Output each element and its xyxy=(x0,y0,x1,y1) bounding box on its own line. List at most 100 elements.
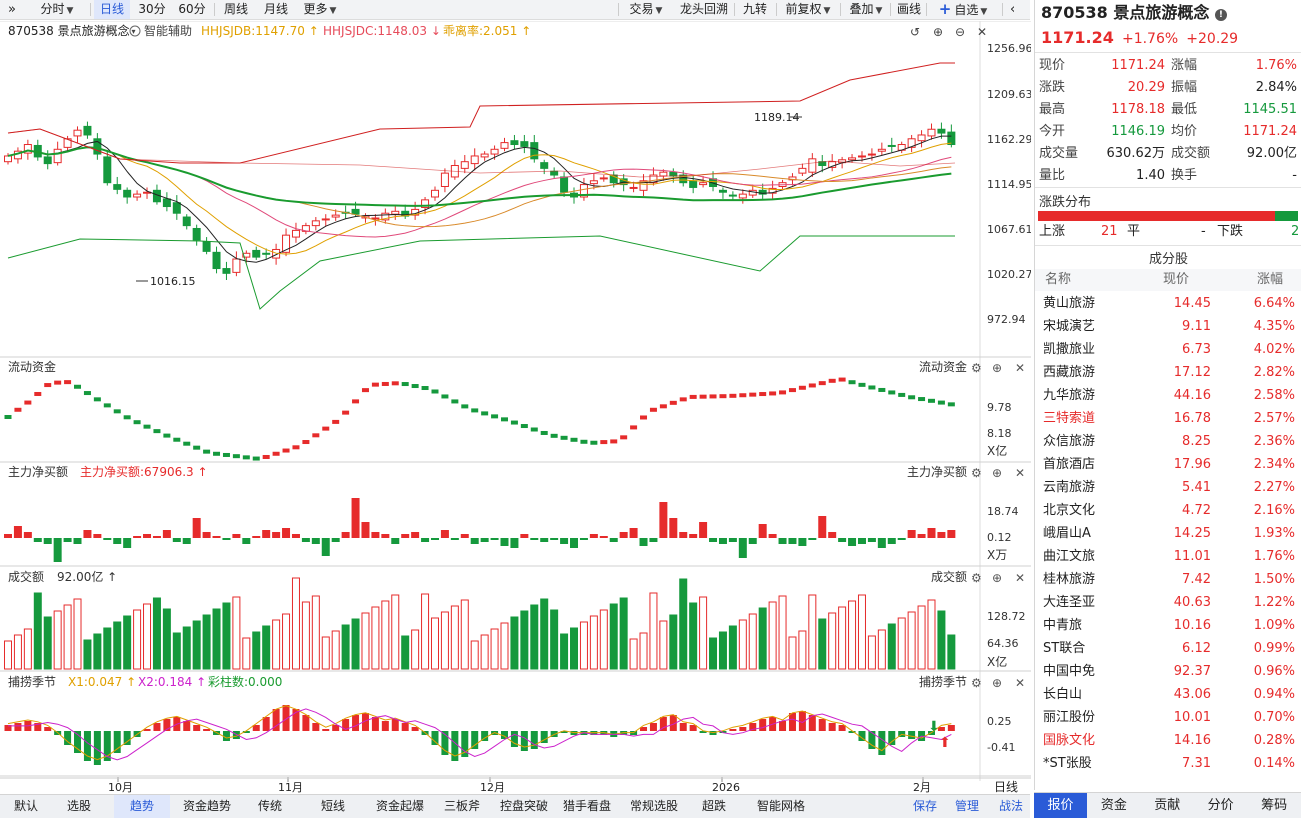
close-icon[interactable]: ✕ xyxy=(977,25,987,39)
strategy-tab[interactable]: 三板斧 xyxy=(443,799,480,813)
flow-bar xyxy=(927,398,935,403)
strategy-tab[interactable]: 默认 xyxy=(13,799,38,813)
strategy-tab[interactable]: 短线 xyxy=(320,799,345,813)
toolbar-item[interactable]: 日线 xyxy=(94,0,130,19)
list-item[interactable]: 西藏旅游 17.12 2.82% xyxy=(1035,361,1301,384)
strategy-tab[interactable]: 猎手看盘 xyxy=(562,799,611,813)
toolbar-item[interactable]: 分时 ▼ xyxy=(28,0,86,19)
zoom-in-icon[interactable]: ⊕ xyxy=(992,571,1002,585)
candle-body xyxy=(123,189,132,198)
toolbar-item[interactable]: 前复权 ▼ xyxy=(780,0,836,19)
list-item[interactable]: 云南旅游 5.41 2.27% xyxy=(1035,476,1301,499)
close-icon[interactable]: ✕ xyxy=(1015,571,1025,585)
bottom-action[interactable]: 管理 xyxy=(954,799,979,813)
toolbar-item[interactable]: 60分 xyxy=(174,0,210,19)
strategy-tab[interactable]: 传统 xyxy=(257,799,282,813)
candle-body xyxy=(93,138,102,155)
close-icon[interactable]: ✕ xyxy=(1015,361,1025,375)
list-item[interactable]: 曲江文旅 11.01 1.76% xyxy=(1035,545,1301,568)
toolbar-item[interactable]: 月线 xyxy=(258,0,294,19)
strategy-tab[interactable]: 智能网格 xyxy=(756,799,805,813)
right-tab[interactable]: 资金 xyxy=(1100,798,1127,813)
strategy-tab[interactable]: 资金趋势 xyxy=(182,799,231,813)
quote-label: 换手 xyxy=(1171,168,1198,183)
toolbar-item[interactable]: 画线 xyxy=(894,0,924,19)
col-price[interactable]: 现价 xyxy=(1163,272,1190,287)
candle-body xyxy=(172,202,181,214)
bottom-action[interactable]: 保存 xyxy=(912,799,937,813)
candle-body xyxy=(291,229,300,238)
toolbar-item[interactable]: 龙头回溯 xyxy=(676,0,732,19)
list-item[interactable]: 桂林旅游 7.42 1.50% xyxy=(1035,568,1301,591)
list-item[interactable]: 三特索道 16.78 2.57% xyxy=(1035,407,1301,430)
strategy-tab[interactable]: 趋势 xyxy=(114,795,170,818)
candle-body xyxy=(649,174,658,184)
zoom-out-icon[interactable]: ⊖ xyxy=(955,25,965,39)
zoom-in-icon[interactable]: ⊕ xyxy=(992,466,1002,480)
list-item[interactable]: 大连圣亚 40.63 1.22% xyxy=(1035,591,1301,614)
right-tab[interactable]: 分价 xyxy=(1207,798,1234,813)
season-x2-line xyxy=(8,708,952,761)
list-item[interactable]: 中青旅 10.16 1.09% xyxy=(1035,614,1301,637)
zoom-in-icon[interactable]: ⊕ xyxy=(992,676,1002,690)
toolbar-item[interactable]: 周线 xyxy=(218,0,254,19)
gear-icon[interactable]: ⚙ xyxy=(971,571,982,585)
right-tab[interactable]: 贡献 xyxy=(1154,798,1181,813)
main-force-bar xyxy=(530,538,539,540)
toolbar-item[interactable]: 更多 ▼ xyxy=(298,0,342,19)
list-item[interactable]: 凯撒旅业 6.73 4.02% xyxy=(1035,338,1301,361)
season-bar xyxy=(481,731,489,741)
season-bar xyxy=(203,729,211,731)
list-item[interactable]: 宋城演艺 9.11 4.35% xyxy=(1035,315,1301,338)
bottom-action[interactable]: 战法 xyxy=(998,799,1023,813)
season-bar xyxy=(878,731,886,755)
toolbar-item[interactable]: 九转 xyxy=(740,0,770,19)
flow-bar xyxy=(44,383,52,388)
toolbar-item[interactable]: 叠加 ▼ xyxy=(844,0,888,19)
col-pct[interactable]: 涨幅 xyxy=(1257,272,1284,287)
strategy-tab[interactable]: 常规选股 xyxy=(629,799,678,813)
strategy-tab[interactable]: 控盘突破 xyxy=(499,799,548,813)
info-icon[interactable]: ! xyxy=(1214,9,1227,21)
close-icon[interactable]: ✕ xyxy=(1015,676,1025,690)
list-item[interactable]: 中国中免 92.37 0.96% xyxy=(1035,660,1301,683)
list-item[interactable]: ST联合 6.12 0.99% xyxy=(1035,637,1301,660)
list-item[interactable]: 首旅酒店 17.96 2.34% xyxy=(1035,453,1301,476)
kline-chart[interactable]: 870538 景点旅游概念 ▾ 智能辅助 HHJSJDB:1147.70 ↑ HHJSJ… xyxy=(0,21,1031,800)
list-item[interactable]: 北京文化 4.72 2.16% xyxy=(1035,499,1301,522)
list-item[interactable]: 众信旅游 8.25 2.36% xyxy=(1035,430,1301,453)
strategy-tab[interactable]: 资金起爆 xyxy=(375,799,424,813)
toolbar-item[interactable]: 交易 ▼ xyxy=(624,0,668,19)
toolbar-item[interactable]: 30分 xyxy=(134,0,170,19)
list-item[interactable]: 九华旅游 44.16 2.58% xyxy=(1035,384,1301,407)
strategy-tab[interactable]: 超跌 xyxy=(701,799,726,813)
list-item[interactable]: 丽江股份 10.01 0.70% xyxy=(1035,706,1301,729)
col-name[interactable]: 名称 xyxy=(1045,272,1072,287)
chevron-left-icon[interactable]: ‹ xyxy=(1010,2,1016,17)
zoom-in-icon[interactable]: ⊕ xyxy=(933,25,943,39)
zoom-in-icon[interactable]: ⊕ xyxy=(992,361,1002,375)
stock-pct: 2.16% xyxy=(1253,503,1295,518)
list-item[interactable]: 长白山 43.06 0.94% xyxy=(1035,683,1301,706)
close-icon[interactable]: ✕ xyxy=(1015,466,1025,480)
right-tab[interactable]: 筹码 xyxy=(1261,798,1288,813)
chart-canvas[interactable]: 870538 景点旅游概念 ▾ 智能辅助 HHJSJDB:1147.70 ↑ HHJSJ… xyxy=(0,21,1031,800)
strategy-tab[interactable]: 选股 xyxy=(66,799,91,813)
volume-bar xyxy=(689,602,698,670)
candle-body xyxy=(440,172,449,187)
gear-icon[interactable]: ⚙ xyxy=(971,466,982,480)
list-item[interactable]: 国脉文化 14.16 0.28% xyxy=(1035,729,1301,752)
list-item[interactable]: 黄山旅游 14.45 6.64% xyxy=(1035,292,1301,315)
flow-bar xyxy=(282,448,290,453)
double-chevron-right-icon[interactable]: » xyxy=(8,2,16,17)
gear-icon[interactable]: ⚙ xyxy=(971,361,982,375)
refresh-icon[interactable]: ↺ xyxy=(910,25,920,39)
list-item[interactable]: *ST张股 7.31 0.14% xyxy=(1035,752,1301,775)
toolbar-item[interactable]: + 自选 ▼ xyxy=(930,0,996,19)
gear-icon[interactable]: ⚙ xyxy=(971,676,982,690)
right-tab[interactable]: 报价 xyxy=(1034,793,1087,818)
list-item[interactable]: 峨眉山A 14.25 1.93% xyxy=(1035,522,1301,545)
chevron-down-icon[interactable] xyxy=(129,25,141,37)
main-force-bar xyxy=(709,538,718,542)
main-force-series xyxy=(4,498,956,562)
